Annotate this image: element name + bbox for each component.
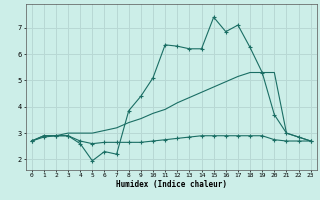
X-axis label: Humidex (Indice chaleur): Humidex (Indice chaleur): [116, 180, 227, 189]
